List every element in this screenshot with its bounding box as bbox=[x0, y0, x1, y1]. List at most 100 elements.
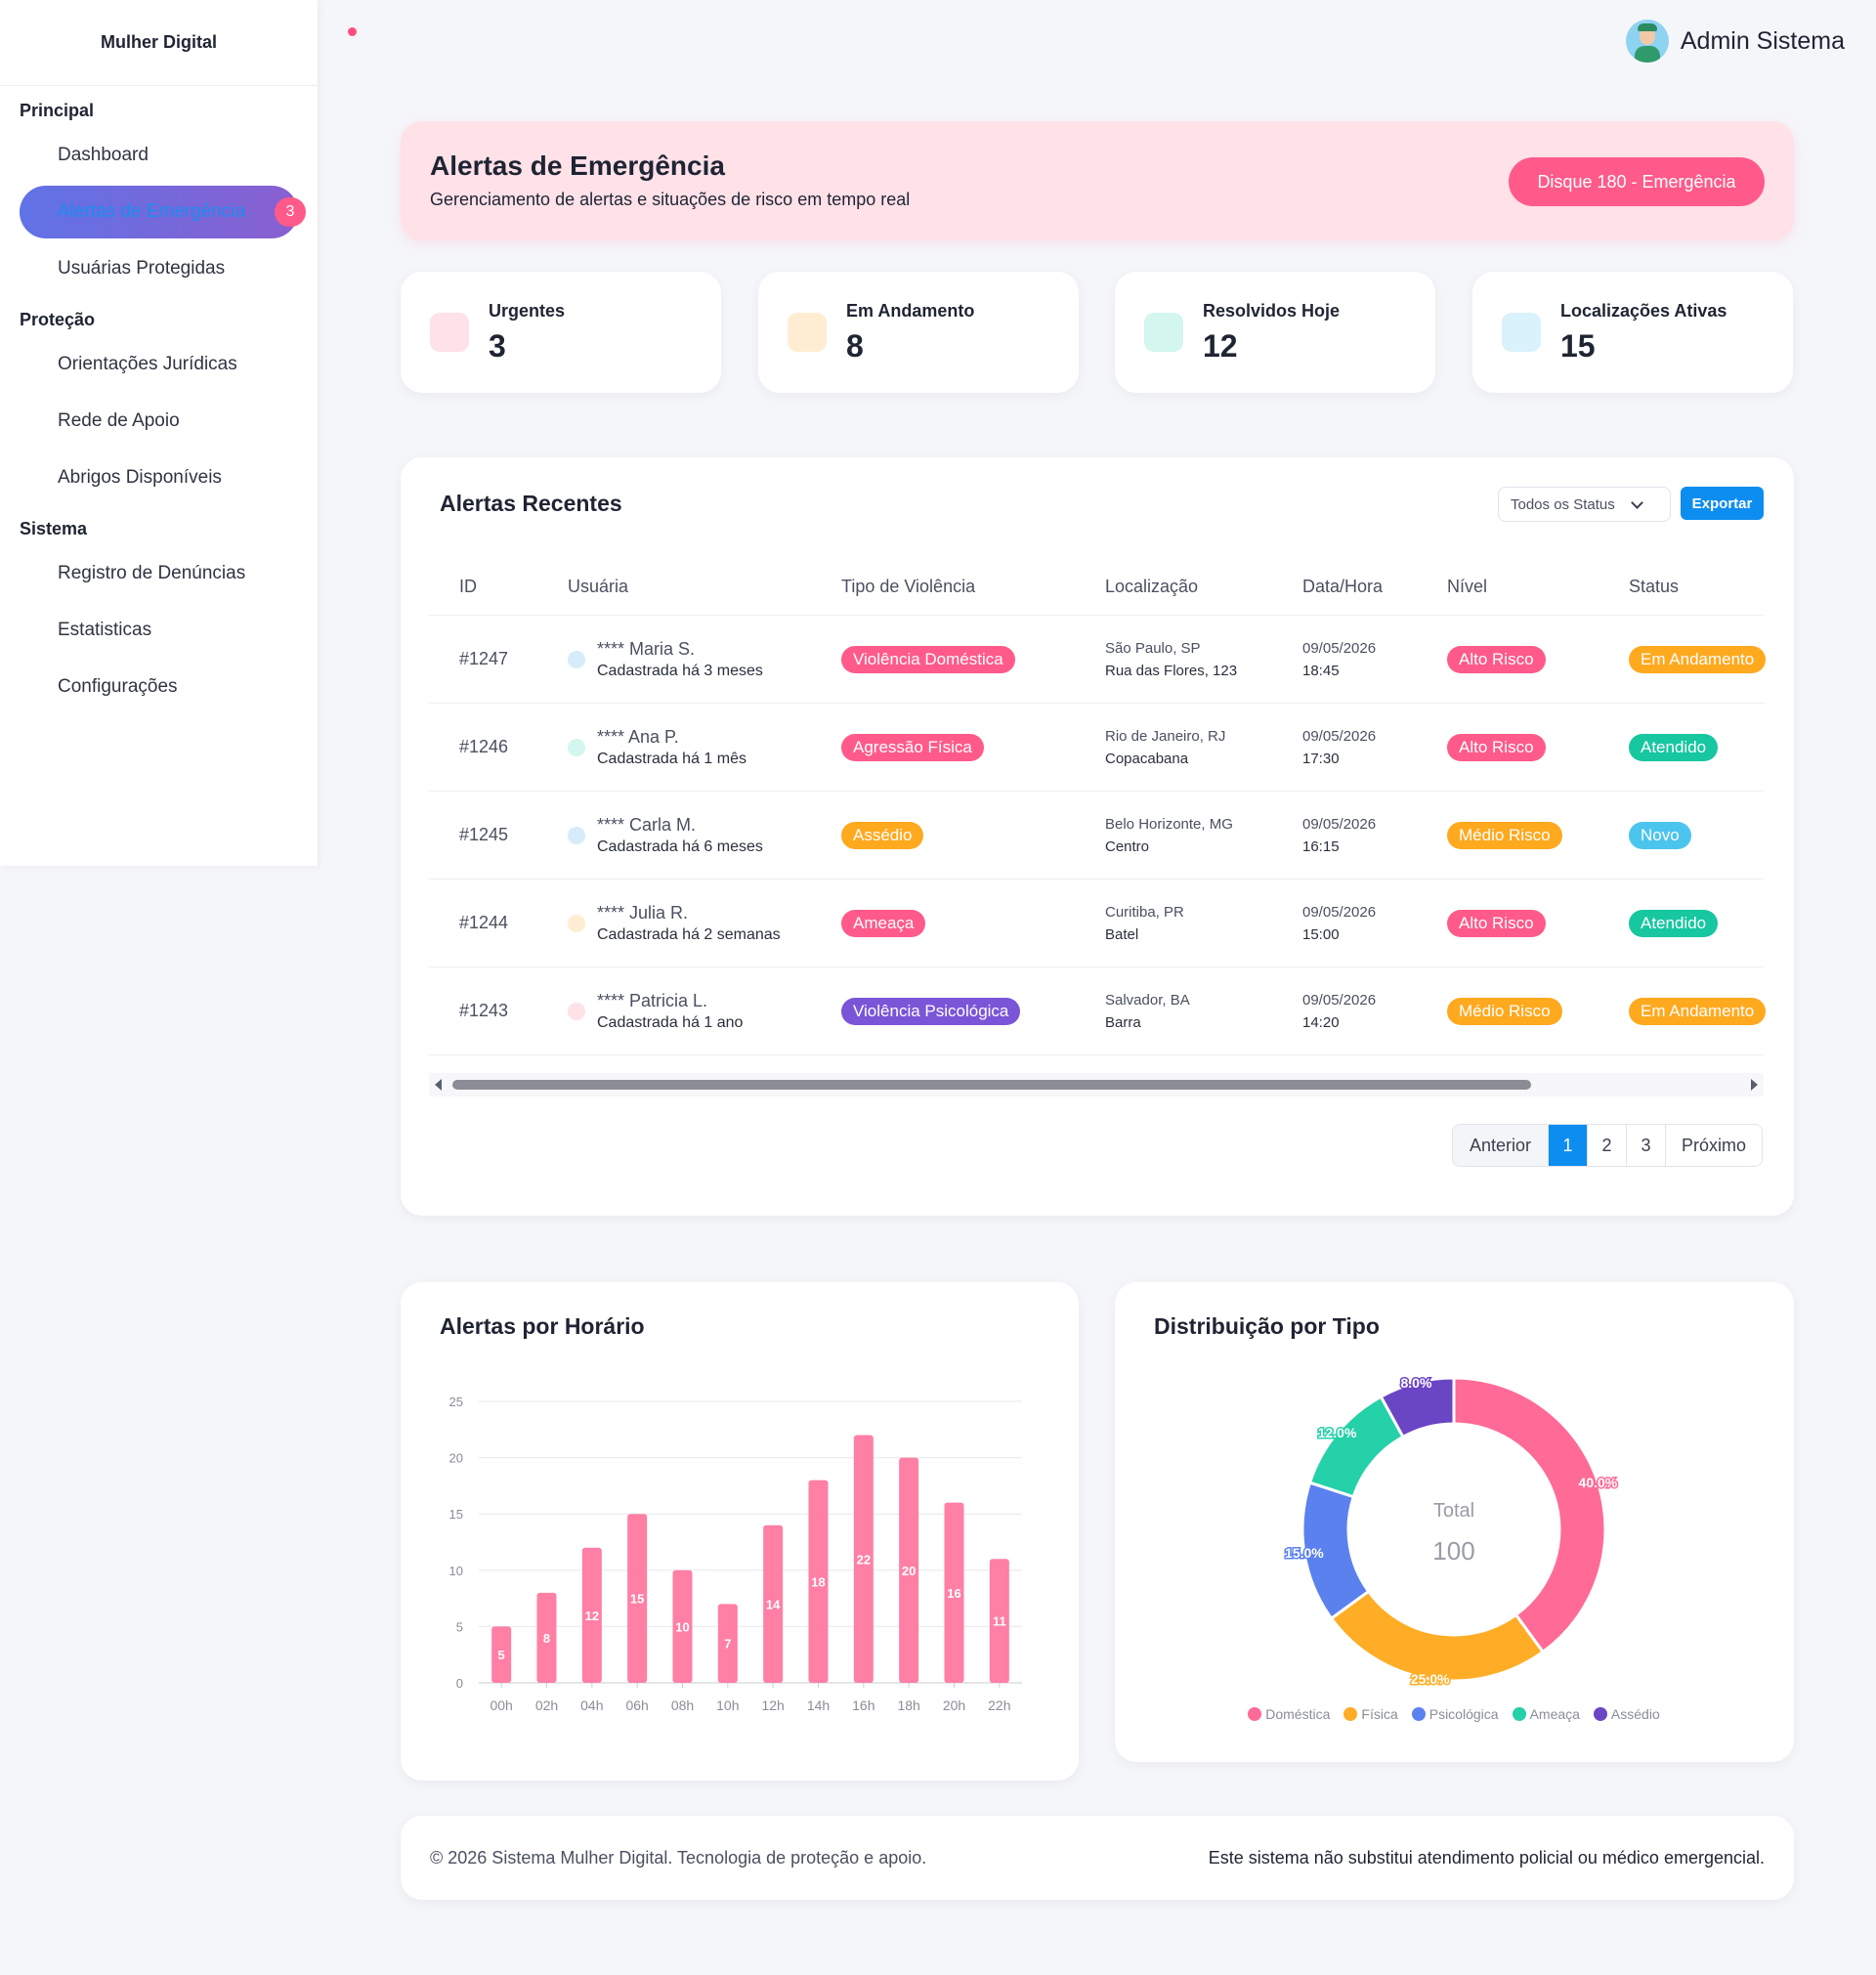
emergency-call-button[interactable]: Disque 180 - Emergência bbox=[1509, 157, 1765, 206]
stat-icon bbox=[1144, 313, 1183, 352]
legend-item[interactable]: Assédio bbox=[1593, 1706, 1660, 1722]
stat-card-localizacoes: Localizações Ativas 15 bbox=[1472, 272, 1793, 393]
scroll-left-icon[interactable] bbox=[435, 1079, 442, 1091]
bar-value-label: 16 bbox=[947, 1586, 960, 1601]
table-row[interactable]: #1247 **** Maria S. Cadastrada há 3 meses V… bbox=[429, 616, 1767, 704]
status-dot-icon bbox=[348, 27, 357, 36]
bar-value-label: 14 bbox=[766, 1597, 781, 1611]
table-row[interactable]: #1246 **** Ana P. Cadastrada há 1 mês Agres… bbox=[429, 704, 1764, 792]
stat-icon bbox=[1502, 313, 1541, 352]
stat-label: Urgentes bbox=[489, 301, 566, 321]
stat-card-em-andamento: Em Andamento 8 bbox=[758, 272, 1079, 393]
user-menu[interactable]: Admin Sistema bbox=[1625, 20, 1845, 63]
legend-label: Assédio bbox=[1610, 1706, 1660, 1722]
legend-item[interactable]: Física bbox=[1343, 1706, 1398, 1722]
table-row[interactable]: #1243 **** Patricia L. Cadastrada há 1 ano… bbox=[429, 967, 1767, 1055]
chart-title: Alertas por Horário bbox=[440, 1313, 645, 1339]
scroll-right-icon[interactable] bbox=[1751, 1079, 1758, 1091]
column-header[interactable]: ID bbox=[459, 577, 477, 596]
sidebar-item-label: Usuárias Protegidas bbox=[58, 258, 226, 279]
alert-id: #1247 bbox=[459, 649, 509, 668]
avatar bbox=[1625, 20, 1669, 63]
x-tick-label: 14h bbox=[807, 1697, 830, 1713]
bar-value-label: 18 bbox=[811, 1574, 825, 1589]
x-tick-label: 04h bbox=[580, 1697, 603, 1713]
sidebar-item-dashboard[interactable]: Dashboard bbox=[20, 129, 298, 182]
sidebar-item-orientacoes[interactable]: Orientações Jurídicas bbox=[20, 338, 298, 391]
page-3-button[interactable]: 3 bbox=[1627, 1125, 1666, 1166]
x-tick-label: 20h bbox=[943, 1697, 965, 1713]
chart-title: Distribuição por Tipo bbox=[1154, 1313, 1380, 1339]
location-detail: Copacabana bbox=[1105, 751, 1189, 767]
legend-item[interactable]: Doméstica bbox=[1248, 1706, 1330, 1722]
bar-value-label: 22 bbox=[857, 1552, 871, 1567]
status-filter-select[interactable]: Todos os Status bbox=[1498, 487, 1671, 522]
legend-item[interactable]: Psicológica bbox=[1411, 1706, 1499, 1722]
donut-slice[interactable] bbox=[1329, 1589, 1546, 1683]
donut-slice[interactable] bbox=[1379, 1376, 1456, 1439]
alert-date: 09/05/2026 bbox=[1302, 728, 1377, 745]
legend-swatch-icon bbox=[1248, 1707, 1262, 1721]
location-detail: Batel bbox=[1105, 926, 1139, 943]
column-header[interactable]: Tipo de Violência bbox=[841, 577, 976, 596]
sidebar-item-configuracoes[interactable]: Configurações bbox=[20, 661, 298, 713]
risk-level-badge: Médio Risco bbox=[1447, 998, 1562, 1025]
slice-value-label: 8.0% bbox=[1400, 1375, 1431, 1391]
sidebar-item-denuncias[interactable]: Registro de Denúncias bbox=[20, 547, 298, 600]
column-header[interactable]: Data/Hora bbox=[1302, 577, 1384, 596]
sidebar-item-label: Dashboard bbox=[58, 145, 149, 165]
page-1-button[interactable]: 1 bbox=[1549, 1125, 1588, 1166]
footer: © 2026 Sistema Mulher Digital. Tecnologi… bbox=[401, 1816, 1794, 1900]
column-header[interactable]: Status bbox=[1629, 577, 1680, 596]
donut-center-label: Total bbox=[1433, 1500, 1474, 1522]
bar-value-label: 8 bbox=[543, 1631, 550, 1646]
location-city: Salvador, BA bbox=[1105, 992, 1190, 1009]
donut-slice[interactable] bbox=[1452, 1376, 1607, 1654]
table-row[interactable]: #1244 **** Julia R. Cadastrada há 2 semana… bbox=[429, 880, 1764, 967]
bar bbox=[581, 1547, 602, 1683]
column-header[interactable]: Nível bbox=[1447, 577, 1488, 596]
pagination: Anterior 1 2 3 Próximo bbox=[1452, 1124, 1763, 1167]
sidebar-item-alertas[interactable]: Alertas de Emergência 3 bbox=[20, 186, 306, 238]
table-row[interactable]: #1245 **** Carla M. Cadastrada há 6 meses A… bbox=[429, 792, 1764, 880]
export-button[interactable]: Exportar bbox=[1681, 487, 1764, 520]
horizontal-scrollbar[interactable] bbox=[429, 1073, 1764, 1096]
scrollbar-thumb[interactable] bbox=[452, 1080, 1531, 1090]
x-tick-label: 06h bbox=[625, 1697, 648, 1713]
x-tick-label: 12h bbox=[761, 1697, 784, 1713]
column-header[interactable]: Usuária bbox=[568, 577, 629, 596]
sidebar-item-label: Rede de Apoio bbox=[58, 410, 180, 431]
donut-center-value: 100 bbox=[1432, 1536, 1474, 1566]
sidebar-item-estatisticas[interactable]: Estatisticas bbox=[20, 604, 298, 657]
violence-type-badge: Violência Doméstica bbox=[841, 646, 1015, 673]
y-tick-label: 0 bbox=[456, 1676, 463, 1691]
page-2-button[interactable]: 2 bbox=[1588, 1125, 1627, 1166]
brand-logo[interactable]: Mulher Digital bbox=[0, 0, 318, 86]
column-header[interactable]: Localização bbox=[1105, 577, 1199, 596]
alert-time: 16:15 bbox=[1302, 838, 1340, 855]
status-badge: Atendido bbox=[1629, 910, 1719, 937]
bar-chart: 0 5 10 15 20 25 5 00h 8 02h 12 04h 15 06h 10 08h 7 10h 14 1… bbox=[449, 1395, 1022, 1713]
page-subtitle: Gerenciamento de alertas e situações de … bbox=[430, 190, 911, 209]
sidebar-item-usuarias[interactable]: Usuárias Protegidas bbox=[20, 242, 298, 295]
stat-label: Localizações Ativas bbox=[1560, 301, 1727, 321]
alert-id: #1246 bbox=[459, 737, 509, 756]
legend-item[interactable]: Ameaça bbox=[1512, 1706, 1580, 1722]
x-tick-label: 22h bbox=[988, 1697, 1010, 1713]
prev-page-button[interactable]: Anterior bbox=[1453, 1125, 1549, 1166]
slice-value-label: 25.0% bbox=[1411, 1671, 1450, 1687]
status-badge: Em Andamento bbox=[1629, 998, 1767, 1025]
location-detail: Rua das Flores, 123 bbox=[1105, 663, 1238, 679]
user-since: Cadastrada há 6 meses bbox=[597, 838, 763, 855]
x-tick-label: 00h bbox=[490, 1697, 512, 1713]
bar-value-label: 7 bbox=[724, 1637, 731, 1652]
chevron-down-icon bbox=[1630, 495, 1643, 509]
next-page-button[interactable]: Próximo bbox=[1666, 1125, 1762, 1166]
footer-copyright: © 2026 Sistema Mulher Digital. Tecnologi… bbox=[430, 1848, 927, 1868]
distribution-by-type-card: Distribuição por Tipo Total 100 40.0% 25.… bbox=[1115, 1282, 1794, 1762]
sidebar-item-abrigos[interactable]: Abrigos Disponíveis bbox=[20, 451, 298, 504]
nav-section-sistema: Sistema bbox=[20, 519, 88, 538]
card-title: Alertas Recentes bbox=[440, 491, 622, 516]
sidebar-item-rede-apoio[interactable]: Rede de Apoio bbox=[20, 395, 298, 448]
bar-value-label: 20 bbox=[902, 1564, 916, 1578]
